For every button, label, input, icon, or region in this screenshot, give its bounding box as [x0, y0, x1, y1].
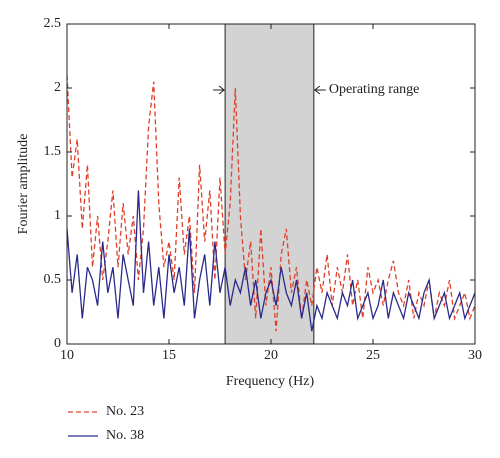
operating-range — [224, 23, 315, 345]
x-tick-label: 10 — [60, 348, 74, 363]
y-tick-label: 2.5 — [44, 16, 62, 31]
y-axis-label: Fourier amplitude — [16, 134, 31, 235]
y-tick-label: 0 — [54, 336, 61, 351]
y-tick-label: 0.5 — [44, 272, 62, 287]
y-tick-label: 1 — [54, 208, 61, 223]
y-tick-label: 2 — [54, 80, 61, 95]
series-line — [66, 75, 476, 332]
x-tick-label: 25 — [366, 348, 380, 363]
legend-label: No. 23 — [106, 404, 144, 419]
y-tick-label: 1.5 — [44, 144, 62, 159]
x-tick-label: 15 — [162, 348, 176, 363]
annotation-arrow — [314, 85, 326, 95]
legend-label: No. 38 — [106, 428, 144, 443]
x-tick-label: 30 — [468, 348, 482, 363]
x-tick-label: 20 — [264, 348, 278, 363]
annotation: Operating range — [329, 82, 420, 97]
x-axis-label: Frequency (Hz) — [226, 374, 315, 389]
series-line — [66, 190, 476, 332]
annotation-arrow — [213, 85, 225, 95]
